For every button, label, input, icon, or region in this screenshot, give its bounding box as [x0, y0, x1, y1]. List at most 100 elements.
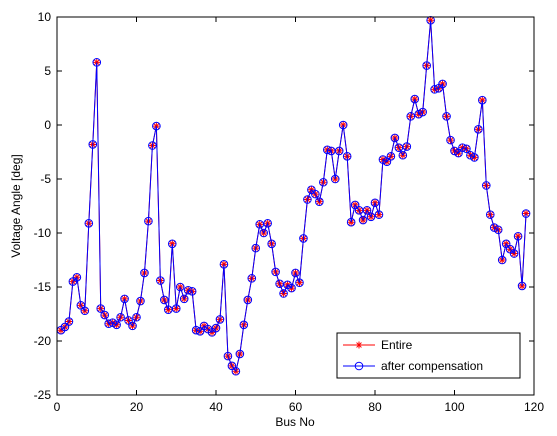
marker	[426, 15, 435, 25]
marker	[450, 146, 459, 156]
marker	[271, 267, 280, 277]
marker	[370, 198, 380, 208]
marker	[120, 294, 129, 304]
y-tick-label: 0	[44, 118, 51, 132]
marker	[96, 304, 106, 313]
marker	[466, 150, 475, 160]
marker	[338, 120, 348, 130]
marker	[64, 317, 74, 326]
x-tick-label: 20	[130, 400, 144, 414]
marker	[414, 109, 424, 119]
marker	[191, 325, 201, 335]
y-tick-label: -25	[34, 388, 52, 402]
marker	[303, 195, 312, 204]
marker	[513, 231, 523, 241]
x-tick-label: 120	[524, 400, 544, 414]
marker	[374, 210, 384, 219]
marker	[148, 141, 157, 150]
marker	[334, 146, 344, 156]
marker	[489, 223, 499, 232]
marker	[470, 153, 479, 162]
marker	[478, 95, 487, 105]
marker	[231, 366, 241, 376]
marker	[287, 283, 296, 293]
marker	[390, 133, 400, 143]
y-tick-label: -20	[34, 334, 52, 348]
marker	[156, 276, 165, 285]
marker	[291, 268, 300, 278]
marker	[112, 320, 121, 330]
x-tick-label: 80	[368, 400, 382, 414]
marker	[128, 321, 137, 331]
marker	[235, 349, 245, 359]
marker	[402, 142, 412, 151]
marker	[144, 216, 153, 226]
y-tick-label: -15	[34, 280, 52, 294]
y-tick-label: -5	[40, 172, 51, 186]
marker	[521, 209, 531, 218]
marker	[509, 249, 519, 258]
x-tick-label: 0	[54, 400, 61, 414]
marker	[136, 296, 145, 306]
marker	[474, 125, 483, 134]
marker	[167, 239, 177, 249]
marker	[299, 234, 308, 243]
marker	[88, 140, 98, 149]
legend: Entire after compensation	[336, 332, 521, 379]
marker	[366, 212, 376, 222]
marker	[398, 150, 408, 160]
marker	[315, 197, 324, 206]
marker	[267, 239, 276, 249]
y-tick-label: 10	[38, 10, 52, 24]
marker	[140, 268, 149, 278]
marker	[175, 282, 185, 292]
x-axis-label: Bus No	[275, 415, 315, 429]
marker	[438, 79, 447, 89]
marker	[517, 281, 527, 291]
marker	[80, 306, 90, 316]
plot-frame	[56, 16, 535, 396]
marker	[458, 143, 467, 152]
marker	[462, 144, 471, 154]
marker	[279, 289, 288, 298]
marker	[160, 295, 169, 305]
marker	[219, 260, 229, 269]
marker	[378, 155, 388, 164]
series-line	[60, 20, 527, 373]
legend-box	[336, 332, 521, 379]
marker	[497, 255, 507, 265]
marker	[323, 145, 332, 155]
marker	[386, 152, 396, 161]
marker	[346, 217, 356, 227]
marker	[259, 228, 269, 238]
legend-label: after compensation	[381, 359, 483, 373]
x-tick-label: 60	[289, 400, 303, 414]
marker	[430, 85, 439, 94]
marker	[152, 121, 161, 131]
marker	[493, 225, 503, 235]
marker	[446, 135, 455, 145]
marker	[211, 323, 221, 333]
marker	[100, 310, 109, 320]
marker	[342, 152, 352, 161]
marker	[442, 112, 451, 121]
marker	[263, 218, 272, 228]
marker	[418, 107, 428, 117]
marker	[132, 312, 141, 322]
marker	[251, 243, 261, 253]
marker	[311, 189, 320, 199]
marker	[187, 287, 197, 296]
marker	[485, 210, 495, 219]
marker	[223, 351, 233, 361]
legend-label: Entire	[381, 338, 413, 352]
marker	[422, 61, 431, 70]
marker	[84, 218, 94, 228]
marker	[355, 341, 363, 349]
marker	[358, 215, 368, 225]
x-tick-label: 40	[209, 400, 223, 414]
marker	[319, 177, 328, 187]
y-tick-label: -10	[34, 226, 52, 240]
marker	[183, 285, 193, 295]
